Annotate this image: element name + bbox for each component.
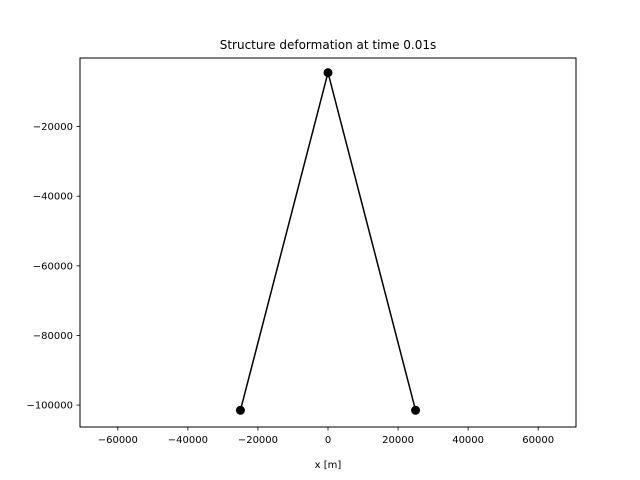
plot-area bbox=[235, 68, 421, 415]
x-axis-label: x [m] bbox=[315, 460, 342, 471]
x-tick-label: 40000 bbox=[452, 435, 484, 446]
chart-title: Structure deformation at time 0.01s bbox=[220, 38, 437, 52]
x-tick-label: −60000 bbox=[98, 435, 138, 446]
x-tick-label: −20000 bbox=[238, 435, 278, 446]
series-line bbox=[239, 69, 417, 411]
x-tick-label: 20000 bbox=[382, 435, 414, 446]
y-tick-label: −100000 bbox=[26, 401, 73, 412]
y-axis: −20000 −40000 −60000 −80000 −100000 bbox=[26, 122, 80, 412]
y-tick-label: −60000 bbox=[33, 261, 73, 272]
data-point bbox=[235, 405, 245, 415]
y-tick-label: −20000 bbox=[33, 122, 73, 133]
x-tick-label: 60000 bbox=[522, 435, 554, 446]
x-axis: −60000 −40000 −20000 0 20000 40000 60000 bbox=[98, 427, 554, 446]
data-point bbox=[323, 68, 333, 78]
y-tick-label: −40000 bbox=[33, 192, 73, 203]
x-tick-label: 0 bbox=[325, 435, 331, 446]
plot-frame bbox=[79, 57, 577, 428]
y-tick-label: −80000 bbox=[33, 331, 73, 342]
x-tick-label: −40000 bbox=[168, 435, 208, 446]
data-point bbox=[411, 405, 421, 415]
